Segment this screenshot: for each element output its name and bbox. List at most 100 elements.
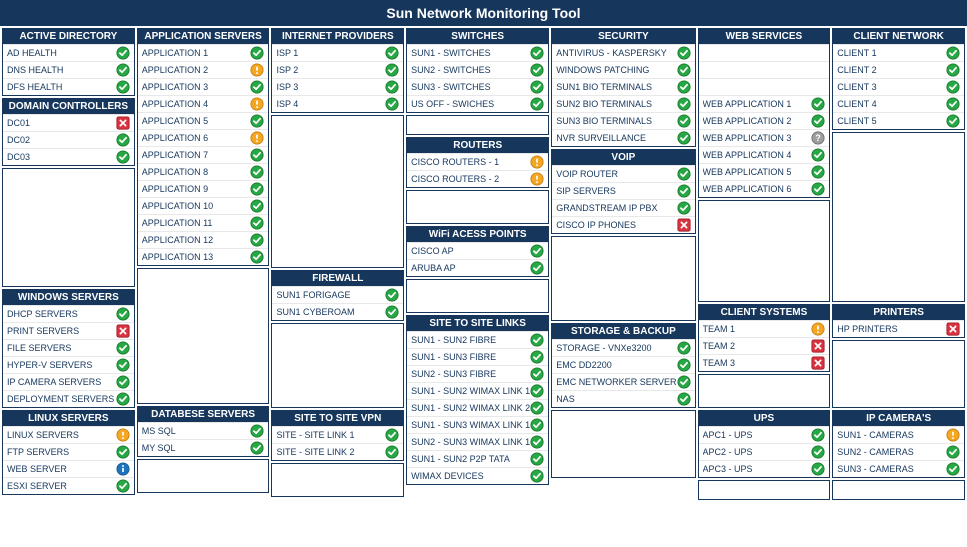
status-row[interactable] [699,61,830,78]
status-row[interactable]: VOIP ROUTER [552,165,694,182]
status-row[interactable]: ISP 3 [272,78,403,95]
status-row[interactable]: APPLICATION 5 [138,112,269,129]
status-row[interactable]: SUN3 BIO TERMINALS [552,112,694,129]
status-row[interactable]: SIP SERVERS [552,182,694,199]
status-row[interactable]: DC03 [3,148,134,165]
row-label: SUN1 - CAMERAS [837,430,914,440]
status-row[interactable]: TEAM 1 [699,320,830,337]
status-row[interactable]: SUN1 - CAMERAS [833,426,964,443]
status-row[interactable]: SUN3 - SWITCHES [407,78,548,95]
status-row[interactable]: PRINT SERVERS [3,322,134,339]
status-row[interactable]: WINDOWS PATCHING [552,61,694,78]
status-row[interactable]: CISCO ROUTERS - 1 [407,153,548,170]
status-row[interactable]: CLIENT 4 [833,95,964,112]
status-row[interactable]: WEB APPLICATION 2 [699,112,830,129]
status-row[interactable] [699,78,830,95]
status-row[interactable]: APPLICATION 12 [138,231,269,248]
status-row[interactable]: ANTIVIRUS - KASPERSKY [552,44,694,61]
status-row[interactable]: ISP 2 [272,61,403,78]
status-row[interactable]: WIMAX DEVICES [407,467,548,484]
status-row[interactable]: STORAGE - VNXe3200 [552,339,694,356]
status-row[interactable]: SUN1 - SUN3 FIBRE [407,348,548,365]
status-row[interactable]: EMC DD2200 [552,356,694,373]
status-row[interactable]: WEB APPLICATION 5 [699,163,830,180]
status-row[interactable]: APC1 - UPS [699,426,830,443]
status-row[interactable]: EMC NETWORKER SERVER [552,373,694,390]
status-row[interactable]: DNS HEALTH [3,61,134,78]
status-row[interactable]: APPLICATION 11 [138,214,269,231]
status-row[interactable]: SUN1 - SUN2 WIMAX LINK 1 [407,382,548,399]
status-row[interactable]: CISCO ROUTERS - 2 [407,170,548,187]
status-row[interactable]: MY SQL [138,439,269,456]
status-row[interactable]: IP CAMERA SERVERS [3,373,134,390]
status-row[interactable]: SUN1 FORIGAGE [272,286,403,303]
status-row[interactable]: SUN1 - SWITCHES [407,44,548,61]
status-row[interactable]: WEB APPLICATION 4 [699,146,830,163]
row-label: WEB APPLICATION 3 [703,133,792,143]
status-row[interactable]: SUN2 - SUN3 WIMAX LINK 1 [407,433,548,450]
status-row[interactable]: SUN1 - SUN2 P2P TATA [407,450,548,467]
status-row[interactable]: APPLICATION 6 [138,129,269,146]
status-row[interactable]: APPLICATION 1 [138,44,269,61]
status-row[interactable]: HP PRINTERS [833,320,964,337]
status-row[interactable]: APPLICATION 10 [138,197,269,214]
status-row[interactable]: DEPLOYMENT SERVERS [3,390,134,407]
status-row[interactable]: SUN1 CYBEROAM [272,303,403,320]
status-row[interactable]: APPLICATION 2 [138,61,269,78]
spacer-panel [551,236,695,321]
status-row[interactable]: SUN2 - SWITCHES [407,61,548,78]
status-row[interactable]: SUN1 - SUN3 WIMAX LINK 1 [407,416,548,433]
status-row[interactable]: SUN2 - SUN3 FIBRE [407,365,548,382]
status-row[interactable]: ESXI SERVER [3,477,134,494]
status-row[interactable]: FTP SERVERS [3,443,134,460]
status-row[interactable]: CLIENT 2 [833,61,964,78]
status-row[interactable]: APPLICATION 7 [138,146,269,163]
status-row[interactable] [699,44,830,61]
status-row[interactable]: CLIENT 1 [833,44,964,61]
status-row[interactable]: HYPER-V SERVERS [3,356,134,373]
status-row[interactable]: WEB SERVER [3,460,134,477]
status-row[interactable]: DHCP SERVERS [3,305,134,322]
status-row[interactable]: APC2 - UPS [699,443,830,460]
status-row[interactable]: APPLICATION 13 [138,248,269,265]
status-row[interactable]: SITE - SITE LINK 1 [272,426,403,443]
status-row[interactable]: NAS [552,390,694,407]
status-row[interactable]: GRANDSTREAM IP PBX [552,199,694,216]
status-row[interactable]: ISP 1 [272,44,403,61]
status-row[interactable]: APC3 - UPS [699,460,830,477]
status-row[interactable]: LINUX SERVERS [3,426,134,443]
status-row[interactable]: SUN3 - CAMERAS [833,460,964,477]
status-row[interactable]: US OFF - SWICHES [407,95,548,112]
status-row[interactable]: CISCO AP [407,242,548,259]
status-row[interactable]: SUN2 - CAMERAS [833,443,964,460]
status-row[interactable]: TEAM 3 [699,354,830,371]
status-row[interactable]: APPLICATION 9 [138,180,269,197]
status-row[interactable]: DC02 [3,131,134,148]
status-row[interactable]: ISP 4 [272,95,403,112]
status-row[interactable]: WEB APPLICATION 1 [699,95,830,112]
status-row[interactable]: APPLICATION 3 [138,78,269,95]
status-row[interactable]: ARUBA AP [407,259,548,276]
status-row[interactable]: FILE SERVERS [3,339,134,356]
status-row[interactable]: NVR SURVEILLANCE [552,129,694,146]
status-row[interactable]: APPLICATION 8 [138,163,269,180]
row-label: SUN1 - SUN2 WIMAX LINK 2 [411,403,530,413]
status-row[interactable]: WEB APPLICATION 3? [699,129,830,146]
ok-icon [250,114,264,128]
status-row[interactable]: TEAM 2 [699,337,830,354]
status-row[interactable]: SUN1 - SUN2 WIMAX LINK 2 [407,399,548,416]
status-row[interactable]: SUN2 BIO TERMINALS [552,95,694,112]
status-row[interactable]: SUN1 BIO TERMINALS [552,78,694,95]
panel: SWITCHESSUN1 - SWITCHESSUN2 - SWITCHESSU… [406,28,549,113]
status-row[interactable]: SITE - SITE LINK 2 [272,443,403,460]
status-row[interactable]: DFS HEALTH [3,78,134,95]
status-row[interactable]: SUN1 - SUN2 FIBRE [407,331,548,348]
status-row[interactable]: APPLICATION 4 [138,95,269,112]
status-row[interactable]: WEB APPLICATION 6 [699,180,830,197]
status-row[interactable]: CLIENT 3 [833,78,964,95]
status-row[interactable]: DC01 [3,114,134,131]
status-row[interactable]: AD HEALTH [3,44,134,61]
status-row[interactable]: CLIENT 5 [833,112,964,129]
status-row[interactable]: MS SQL [138,422,269,439]
status-row[interactable]: CISCO IP PHONES [552,216,694,233]
